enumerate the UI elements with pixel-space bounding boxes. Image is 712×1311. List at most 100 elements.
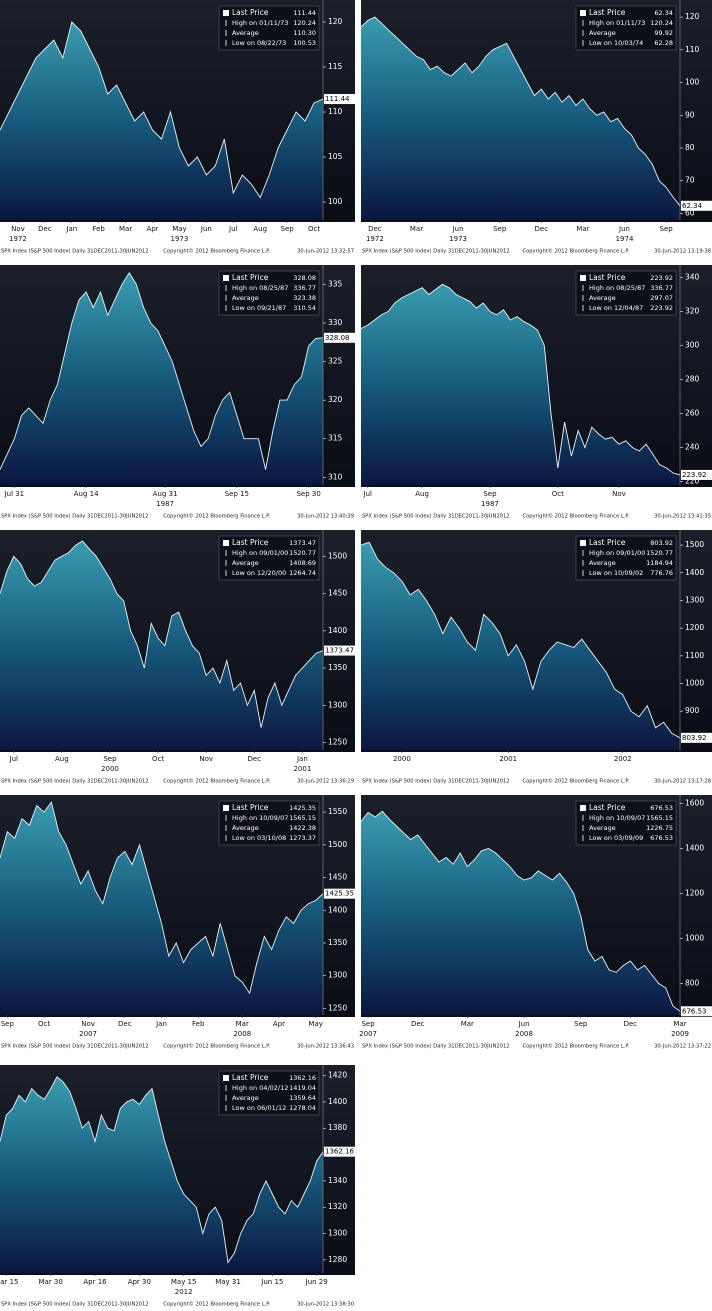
footer-text: Copyright© 2012 Bloomberg Finance L.P. [522, 248, 629, 255]
y-tick-label: 1200 [685, 889, 704, 898]
legend-box [218, 800, 320, 846]
legend-value: 1278.04 [289, 1104, 316, 1112]
legend-value: 1419.04 [289, 1084, 316, 1092]
y-tick-label: 1250 [328, 738, 347, 747]
legend-icon [580, 275, 586, 281]
price-area [361, 284, 680, 485]
chart-panel: 310 315 320 325 330 335 328.08 Last Price 328.08… [0, 265, 355, 520]
y-tick-label: 1420 [328, 1071, 347, 1080]
x-tick-label: Dec [38, 225, 52, 233]
footer-text: SPX Index (S&P 500 Index) Daily 31DEC201… [362, 779, 510, 785]
x-tick-label: Mar [410, 225, 423, 233]
y-tick-label: 340 [685, 273, 700, 282]
x-year-label: 1974 [616, 235, 634, 243]
legend-value: 1362.16 [289, 1074, 316, 1082]
x-year-label: 1973 [171, 235, 189, 243]
x-tick-label: Jul [9, 755, 19, 763]
legend-label: Average [232, 824, 259, 832]
y-tick-label: 1000 [685, 679, 704, 688]
legend-value: 1408.69 [289, 559, 316, 567]
legend-value: 323.38 [293, 294, 316, 302]
legend-label: Average [232, 559, 259, 567]
y-tick-label: 800 [685, 979, 700, 988]
x-tick-label: Sep [483, 490, 497, 498]
legend-value: 111.44 [293, 9, 316, 17]
legend-value: 99.92 [654, 29, 673, 37]
x-tick-label: Aug 31 [153, 490, 178, 498]
x-tick-label: Jul 31 [4, 490, 25, 498]
price-area [0, 1076, 323, 1273]
x-year-label: 2007 [79, 1030, 97, 1038]
price-line [0, 21, 324, 199]
legend-icon [580, 540, 586, 546]
x-tick-label: May [172, 225, 186, 233]
footer-text: 30-Jun-2012 13:37:22 [654, 1044, 711, 1050]
legend-value: 223.92 [650, 304, 673, 312]
x-tick-label: Jun [452, 225, 464, 233]
legend-label: High on 09/01/00 [589, 549, 645, 557]
y-tick-label: 1600 [685, 799, 704, 808]
y-tick-label: 1250 [328, 1003, 347, 1012]
price-line [0, 540, 324, 728]
legend-value: 336.77 [650, 284, 673, 292]
legend-label: Average [232, 294, 259, 302]
legend-box [218, 270, 320, 316]
legend-value: 62.28 [654, 39, 673, 47]
y-tick-label: 1500 [328, 551, 347, 560]
y-tick-label: 320 [328, 395, 343, 404]
last-price-tag-label: 676.53 [682, 1007, 707, 1015]
y-tick-label: 1550 [328, 807, 347, 816]
legend-label: Low on 10/09/02 [589, 569, 643, 577]
x-tick-label: Dec [624, 1020, 638, 1028]
y-tick-label: 1200 [685, 623, 704, 632]
x-tick-label: Aug [253, 225, 267, 233]
legend-label: Low on 10/03/74 [589, 39, 643, 47]
legend-icon [223, 540, 229, 546]
y-tick-label: 110 [328, 107, 343, 116]
price-area [361, 811, 680, 1015]
footer-text: 30-Jun-2012 13:41:35 [654, 514, 711, 520]
x-tick-label: Apr [273, 1020, 285, 1028]
price-area [0, 272, 323, 485]
legend-box [575, 800, 677, 846]
legend-box [218, 1070, 320, 1116]
x-tick-label: Oct [552, 490, 564, 498]
legend-label: High on 08/25/87 [232, 284, 288, 292]
chart-panel: 800 1000 1200 1400 1600 676.53 Last Price 676.5… [359, 795, 712, 1050]
footer-text: 30-Jun-2012 13:36:43 [297, 1044, 354, 1050]
x-axis-band [0, 752, 355, 776]
x-tick-label: Sep [281, 225, 295, 233]
footer-text: SPX Index (S&P 500 Index) Daily 31DEC201… [1, 514, 149, 520]
x-year-label: 2007 [359, 1030, 377, 1038]
legend-label: Low on 12/04/87 [589, 304, 643, 312]
y-tick-label: 1450 [328, 873, 347, 882]
legend-value: 1226.75 [646, 824, 673, 832]
y-tick-label: 1400 [328, 905, 347, 914]
x-tick-label: Oct [308, 225, 320, 233]
last-price-tag [324, 1146, 355, 1157]
x-tick-label: Jul [363, 490, 373, 498]
footer-text: SPX Index (S&P 500 Index) Daily 31DEC201… [1, 1044, 149, 1050]
legend-value: 1565.15 [289, 814, 316, 822]
x-tick-label: Jan [155, 1020, 167, 1028]
x-tick-label: Jun [518, 1020, 530, 1028]
price-line [0, 801, 324, 995]
legend-value: 1520.77 [289, 549, 316, 557]
x-tick-label: Dec [368, 225, 382, 233]
y-tick-label: 1340 [328, 1176, 347, 1185]
footer-text: 30-Jun-2012 13:19:38 [654, 249, 711, 255]
x-tick-label: Sep 30 [296, 490, 320, 498]
price-area [361, 17, 680, 220]
legend-box [575, 270, 677, 316]
y-tick-label: 1280 [328, 1255, 347, 1264]
price-line [0, 272, 324, 470]
y-tick-label: 1400 [328, 626, 347, 635]
x-tick-label: May 31 [215, 1278, 241, 1286]
legend-value: 803.92 [650, 539, 673, 547]
x-tick-label: 2000 [393, 755, 411, 763]
legend-icon [223, 275, 229, 281]
legend-label: Last Price [232, 273, 269, 282]
y-tick-label: 1300 [328, 1229, 347, 1238]
y-tick-label: 70 [685, 176, 695, 185]
last-price-tag-label: 803.92 [682, 734, 707, 742]
